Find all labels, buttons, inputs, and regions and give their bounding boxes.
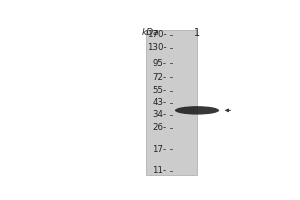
Ellipse shape	[175, 106, 219, 115]
Text: 11-: 11-	[152, 166, 167, 175]
Text: 34-: 34-	[152, 110, 167, 119]
Text: 170-: 170-	[147, 30, 167, 39]
Text: 26-: 26-	[152, 123, 167, 132]
Text: 72-: 72-	[152, 73, 167, 82]
Text: 130-: 130-	[147, 43, 167, 52]
Text: 95-: 95-	[152, 59, 167, 68]
Text: 55-: 55-	[152, 86, 167, 95]
Text: 17-: 17-	[152, 145, 167, 154]
Text: 43-: 43-	[152, 98, 167, 107]
FancyBboxPatch shape	[146, 30, 197, 175]
Text: kDa: kDa	[142, 28, 160, 37]
Text: 1: 1	[194, 28, 200, 38]
